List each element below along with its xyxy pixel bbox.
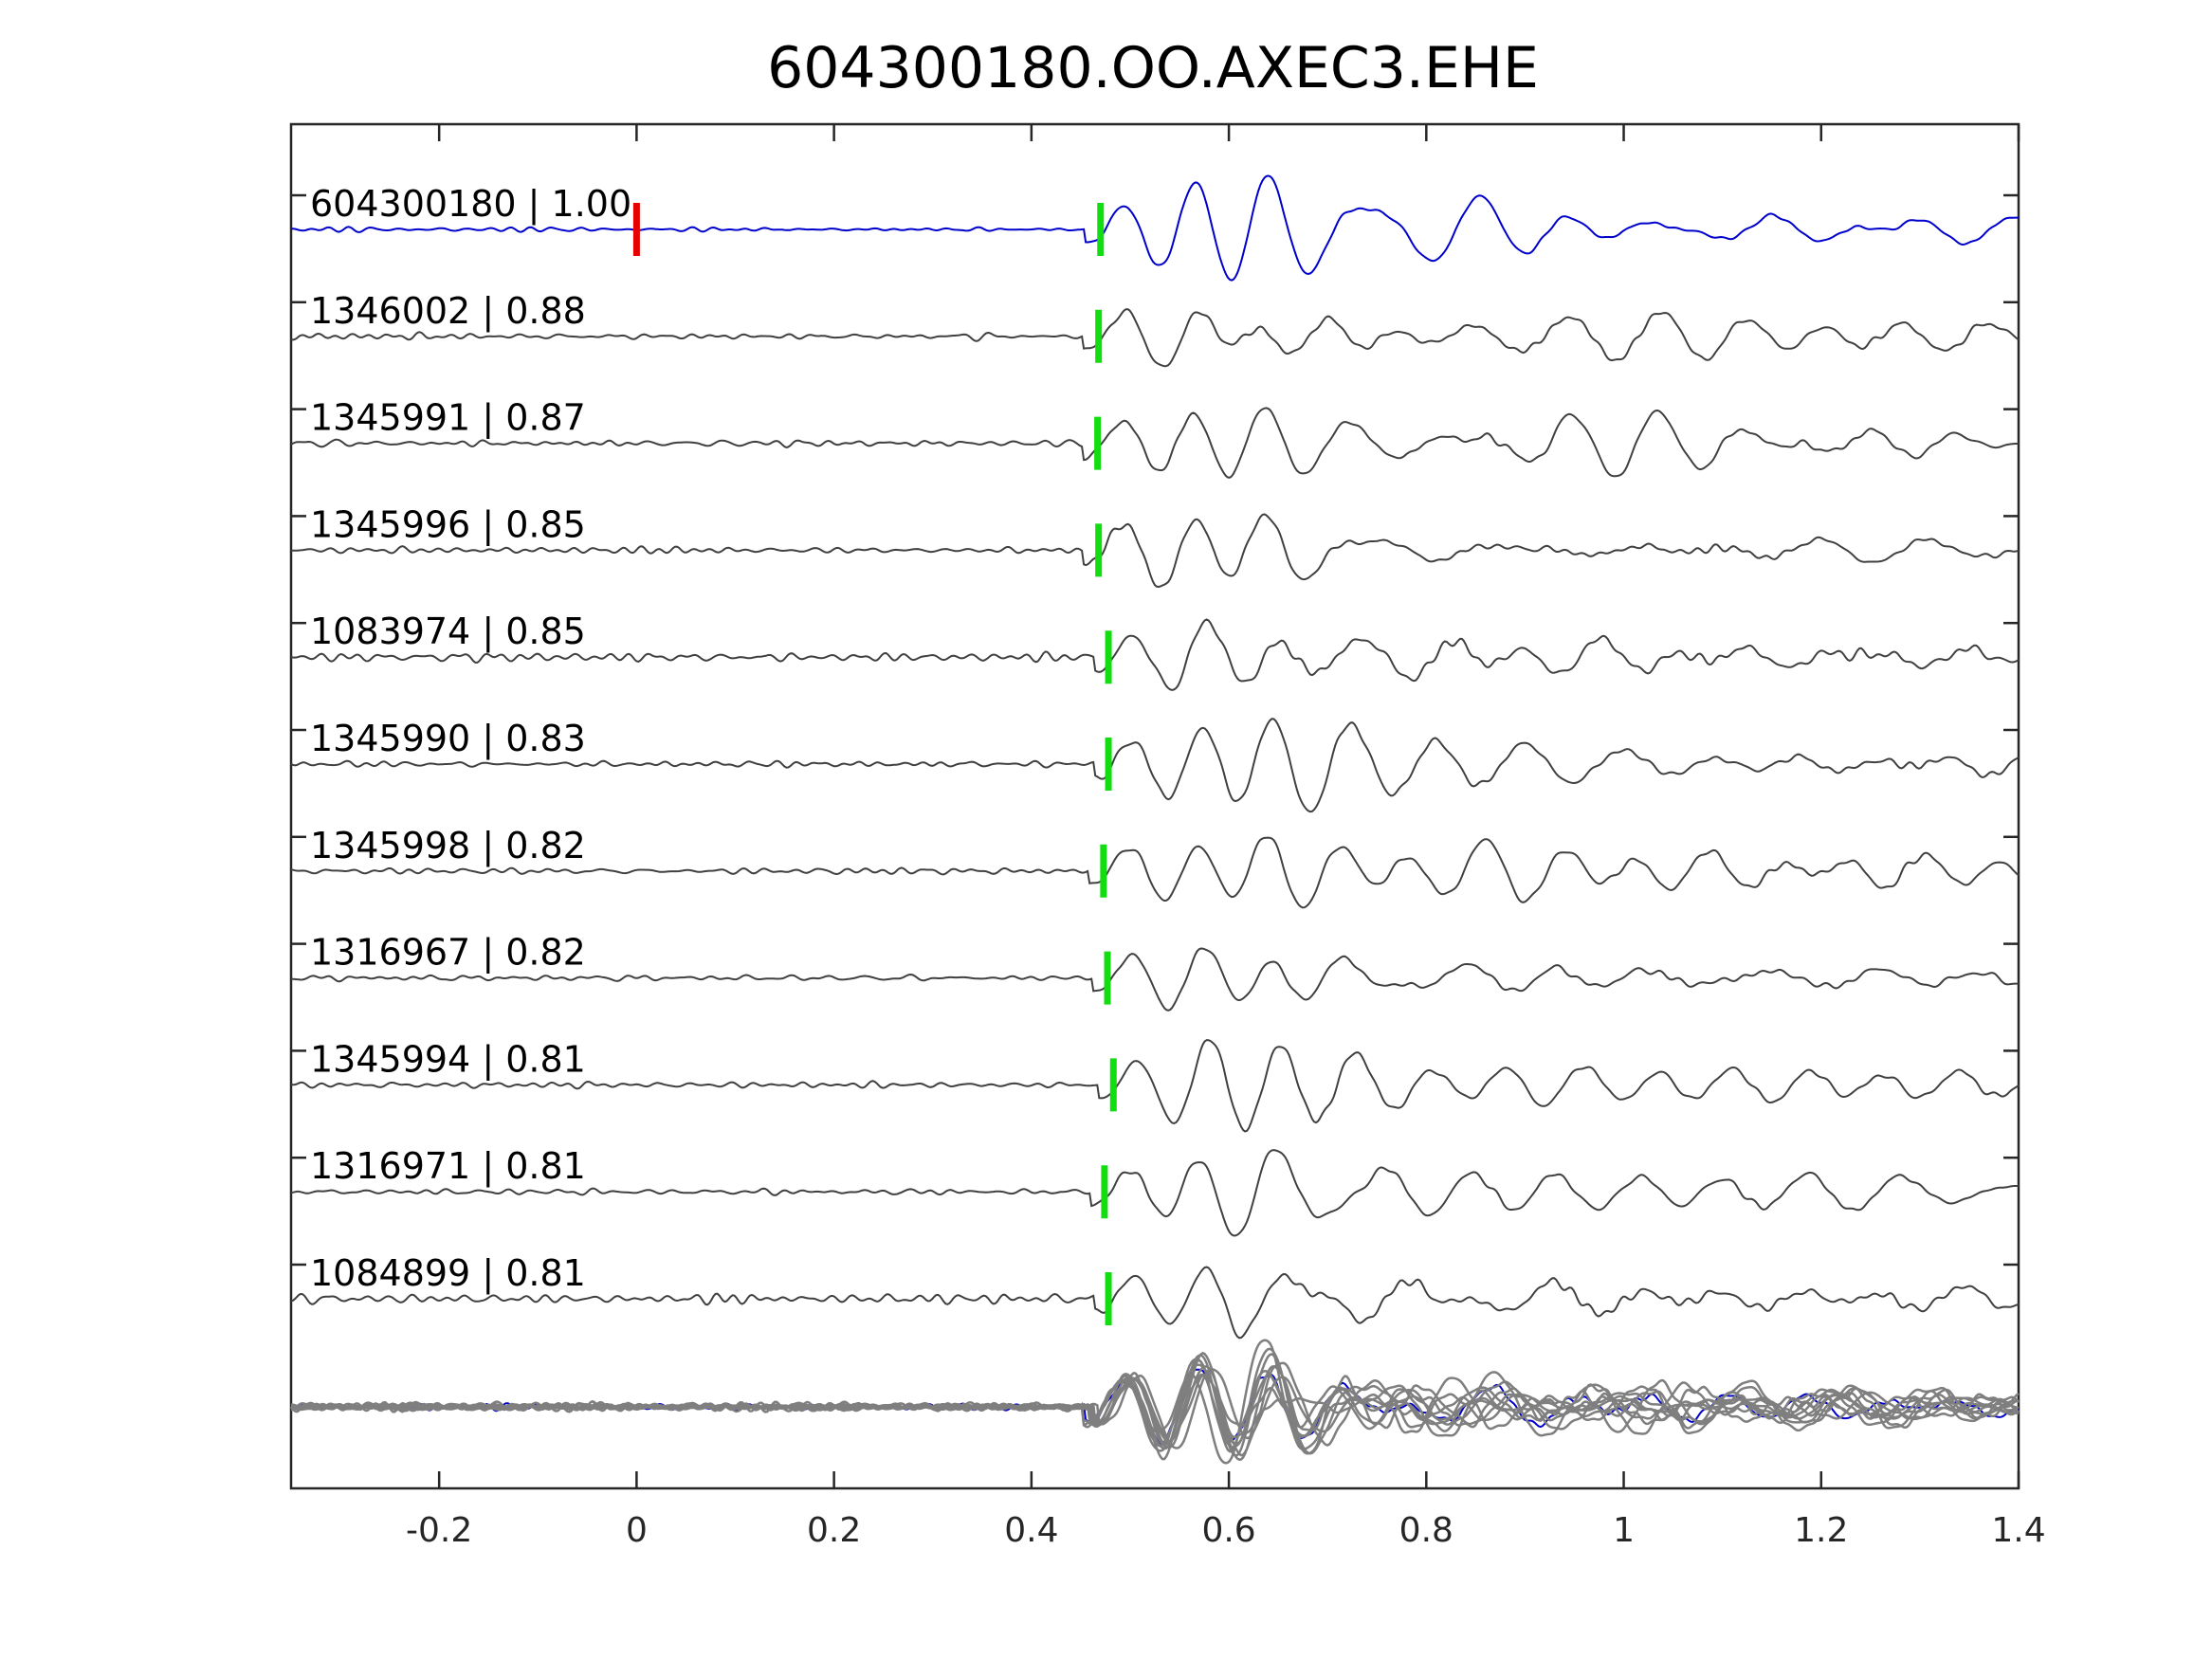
trace-label: 1345990 | 0.83 bbox=[310, 718, 586, 760]
x-tick-label: -0.2 bbox=[406, 1511, 472, 1550]
trace-label: 604300180 | 1.00 bbox=[310, 183, 631, 226]
neighbor-trace bbox=[291, 513, 2020, 589]
neighbor-trace bbox=[290, 1149, 2020, 1237]
trace-label: 1345991 | 0.87 bbox=[310, 397, 586, 440]
trace-label: 1316967 | 0.82 bbox=[310, 932, 586, 975]
x-tick-label: 0.6 bbox=[1201, 1511, 1255, 1550]
x-tick-label: 0 bbox=[626, 1511, 648, 1550]
neighbor-trace bbox=[290, 407, 2020, 479]
stack-neighbor-trace bbox=[290, 1351, 2020, 1461]
trace-group bbox=[290, 174, 2020, 1340]
x-tick-label: 1.4 bbox=[1991, 1511, 2045, 1550]
x-tick-label: 0.2 bbox=[807, 1511, 861, 1550]
neighbor-trace bbox=[290, 1039, 2020, 1133]
trace-label: 1084899 | 0.81 bbox=[310, 1252, 586, 1295]
label-group: 604300180 | 1.00 1346002 | 0.88 1345991 | … bbox=[310, 183, 631, 1295]
trace-label: 1345994 | 0.81 bbox=[310, 1038, 586, 1081]
trace-label: 1316971 | 0.81 bbox=[310, 1145, 586, 1188]
neighbor-trace bbox=[290, 618, 2020, 691]
neighbor-trace bbox=[290, 308, 2020, 368]
trace-label: 1083974 | 0.85 bbox=[310, 611, 586, 653]
trace-label: 1345996 | 0.85 bbox=[310, 503, 586, 546]
trace-label: 1345998 | 0.82 bbox=[310, 825, 586, 867]
axes-box bbox=[289, 122, 2020, 1490]
template-trace bbox=[291, 174, 2020, 282]
x-axis: -0.2 0 0.2 0.4 0.6 0.8 1 1.2 1.4 bbox=[406, 124, 2046, 1550]
x-tick-label: 1 bbox=[1613, 1511, 1635, 1550]
neighbor-trace bbox=[290, 947, 2019, 1012]
x-tick-label: 0.4 bbox=[1004, 1511, 1058, 1550]
neighbor-trace bbox=[290, 836, 2020, 909]
x-tick-label: 0.8 bbox=[1399, 1511, 1453, 1550]
chart-title: 604300180.OO.AXEC3.EHE bbox=[767, 35, 1539, 101]
pick-group bbox=[632, 203, 1117, 1325]
neighbor-trace bbox=[290, 718, 2020, 813]
stack-group bbox=[290, 1339, 2020, 1465]
x-tick-label: 1.2 bbox=[1794, 1511, 1848, 1550]
neighbor-trace bbox=[290, 1266, 2020, 1340]
trace-label: 1346002 | 0.88 bbox=[310, 290, 586, 333]
